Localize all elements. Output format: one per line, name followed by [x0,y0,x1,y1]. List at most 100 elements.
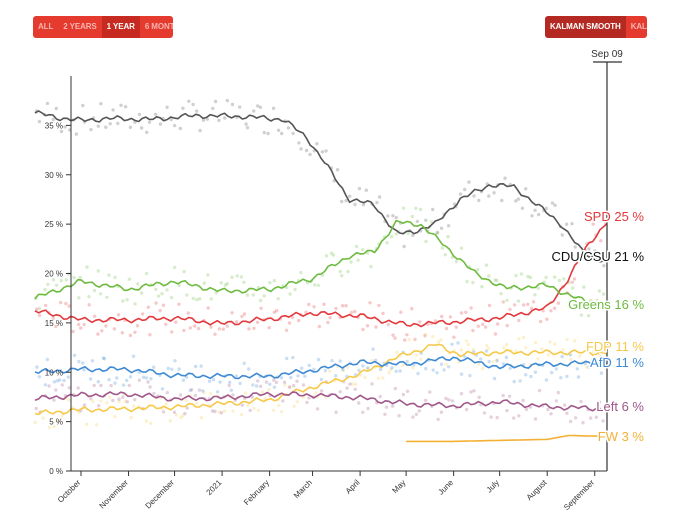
poll-dot-greens [424,239,428,244]
poll-dot-left [76,386,80,390]
poll-dot-cducsu [308,152,312,157]
poll-dot-spd [459,311,464,315]
poll-dot-greens [54,283,59,287]
poll-dot-cducsu [340,199,344,204]
poll-dot-fdp [401,363,405,368]
range-1-year-button[interactable]: 1 YEAR [101,16,140,38]
poll-dot-afd [416,371,420,376]
poll-dot-afd [242,361,246,365]
poll-dot-cducsu [573,245,577,249]
poll-dot-spd [326,320,330,325]
poll-dot-afd [181,378,186,382]
poll-dot-afd [439,362,444,366]
poll-dot-greens [414,206,418,210]
poll-dot-greens [160,292,164,296]
poll-dot-greens [476,268,480,272]
poll-dot-greens [92,288,97,293]
poll-dot-spd [469,306,473,310]
poll-dot-afd [289,375,293,380]
poll-dot-cducsu [225,98,229,103]
poll-dot-fdp [149,421,153,425]
poll-dot-afd [62,378,66,383]
poll-dot-spd [448,315,453,319]
poll-dot-afd [188,388,192,393]
poll-dot-cducsu [299,147,303,151]
poll-dot-fdp [592,350,596,354]
poll-dot-cducsu [386,214,390,218]
poll-dot-fdp [267,387,271,392]
poll-dot-fdp [363,375,367,380]
poll-dot-left [370,382,374,386]
poll-dot-spd [476,324,480,328]
poll-dot-greens [589,298,593,303]
poll-dot-fdp [354,382,358,386]
poll-dot-greens [288,292,292,296]
poll-dot-spd [234,320,239,324]
poll-dot-cducsu [324,149,328,153]
poll-dot-cducsu [123,105,128,109]
poll-dot-fdp [411,366,415,370]
mode-kalman-smooth-button[interactable]: KALMAN SMOOTH [545,16,626,38]
poll-dot-greens [514,273,518,278]
poll-dot-greens [245,293,250,297]
poll-dot-cducsu [503,176,507,180]
poll-dot-cducsu [181,106,185,110]
poll-dot-left [109,383,113,388]
poll-dot-left [397,414,401,418]
poll-dot-afd [55,379,59,383]
range-all-button[interactable]: ALL [33,16,59,38]
poll-dot-fdp [464,339,469,343]
poll-dot-cducsu [54,106,58,111]
poll-dot-cducsu [108,122,112,126]
poll-dot-left [301,383,306,387]
poll-dot-spd [403,338,407,342]
poll-dot-left [47,384,51,388]
date-cursor[interactable]: Sep 09 [591,49,623,471]
poll-dot-afd [442,368,446,372]
poll-dot-cducsu [589,251,594,256]
poll-dot-afd [575,367,579,371]
poll-dot-fdp [328,369,332,373]
mode-kalman-button[interactable]: KALMAN [625,16,647,38]
poll-dot-cducsu [258,105,263,110]
poll-dot-left [495,415,499,420]
range-6-months-button[interactable]: 6 MONTHS [139,16,173,38]
poll-dot-fdp [407,338,411,342]
poll-dot-afd [43,383,48,387]
y-tick-label: 35 % [45,121,63,130]
poll-dot-fdp [376,376,381,380]
poll-dot-left [338,390,342,394]
poll-dot-afd [447,365,451,369]
range-2-years-button[interactable]: 2 YEARS [58,16,102,38]
poll-dot-fdp [131,404,136,408]
poll-dot-fdp [314,391,318,395]
poll-dot-fdp [486,347,491,351]
poll-dot-fdp [91,399,95,404]
poll-dot-left [231,393,235,397]
poll-dot-fdp [277,403,281,408]
poll-dot-greens [516,299,521,303]
poll-dot-left [274,380,279,385]
x-tick-label: June [436,478,455,497]
poll-dot-afd [405,359,409,364]
poll-dot-cducsu [315,142,319,146]
poll-dot-greens [586,313,591,318]
poll-dot-left [477,395,481,399]
poll-dot-cducsu [51,117,55,122]
series-label-afd: AfD 11 % [590,355,644,370]
poll-dot-fdp [594,360,598,364]
poll-dot-left [256,379,260,383]
poll-dot-left [97,404,101,408]
poll-dot-afd [371,347,375,351]
poll-dot-afd [334,374,338,378]
poll-dot-fdp [168,419,172,423]
poll-dot-spd [93,314,97,318]
poll-dot-afd [316,357,321,362]
poll-dot-fdp [292,404,296,408]
poll-dot-greens [361,248,365,252]
x-tick-label: November [97,478,130,511]
poll-dot-greens [59,278,63,283]
poll-dot-left [357,401,361,405]
poll-dot-afd [234,374,238,378]
